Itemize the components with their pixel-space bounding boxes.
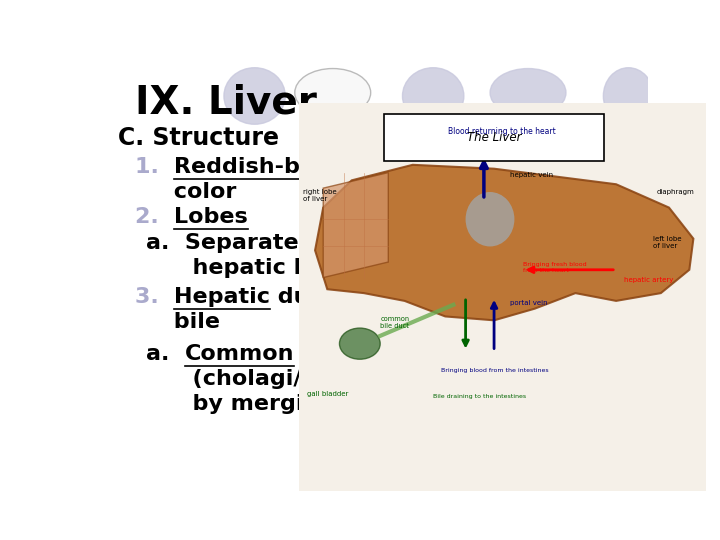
Text: color: color xyxy=(135,181,236,201)
Polygon shape xyxy=(323,173,388,278)
Text: a.  Separated into: a. Separated into xyxy=(145,233,372,253)
Ellipse shape xyxy=(340,328,380,359)
Text: common
bile duct: common bile duct xyxy=(380,316,409,329)
Text: hepatic vein: hepatic vein xyxy=(510,172,554,178)
Text: ducts carry: ducts carry xyxy=(270,287,419,307)
Text: 3.: 3. xyxy=(135,287,174,307)
Polygon shape xyxy=(315,165,693,320)
Text: Common: Common xyxy=(184,344,294,364)
FancyBboxPatch shape xyxy=(384,114,604,161)
Text: Bile draining to the intestines: Bile draining to the intestines xyxy=(433,394,526,399)
Text: by merging: by merging xyxy=(145,394,335,414)
Text: right lobe
of liver: right lobe of liver xyxy=(303,190,336,202)
Text: left lobe
of liver: left lobe of liver xyxy=(653,236,681,249)
Text: Hepatic: Hepatic xyxy=(174,287,270,307)
Text: hepatic lobules: hepatic lobules xyxy=(145,258,384,278)
Ellipse shape xyxy=(603,68,654,124)
Text: Bringing fresh blood
from the heart: Bringing fresh blood from the heart xyxy=(523,262,586,273)
Ellipse shape xyxy=(490,69,566,117)
Ellipse shape xyxy=(466,192,514,246)
Ellipse shape xyxy=(402,68,464,124)
Text: 2.: 2. xyxy=(135,207,174,227)
Text: diaphragm: diaphragm xyxy=(657,189,695,195)
Text: 1.: 1. xyxy=(135,157,174,177)
Text: portal vein: portal vein xyxy=(510,300,548,306)
Text: bile: bile xyxy=(135,312,220,332)
Ellipse shape xyxy=(294,69,371,117)
Ellipse shape xyxy=(224,68,285,124)
Text: C. Structure: C. Structure xyxy=(118,126,279,150)
Text: (cholagi/o) formed: (cholagi/o) formed xyxy=(145,369,425,389)
Text: gall bladder: gall bladder xyxy=(307,391,348,397)
Text: http://www.liverdoctor.com/images/detox_pathways.jpg: http://www.liverdoctor.com/images/detox_… xyxy=(422,458,701,468)
Text: bile duct: bile duct xyxy=(294,344,412,364)
Text: The Liver: The Liver xyxy=(467,131,521,144)
Text: a.: a. xyxy=(145,344,184,364)
Text: Reddish-brown: Reddish-brown xyxy=(174,157,363,177)
Text: Lobes: Lobes xyxy=(174,207,248,227)
Text: Bringing blood from the intestines: Bringing blood from the intestines xyxy=(441,368,549,373)
Text: Blood returning to the heart: Blood returning to the heart xyxy=(449,127,556,136)
Text: hepatic artery: hepatic artery xyxy=(624,276,674,282)
Text: IX. Liver: IX. Liver xyxy=(135,83,317,121)
